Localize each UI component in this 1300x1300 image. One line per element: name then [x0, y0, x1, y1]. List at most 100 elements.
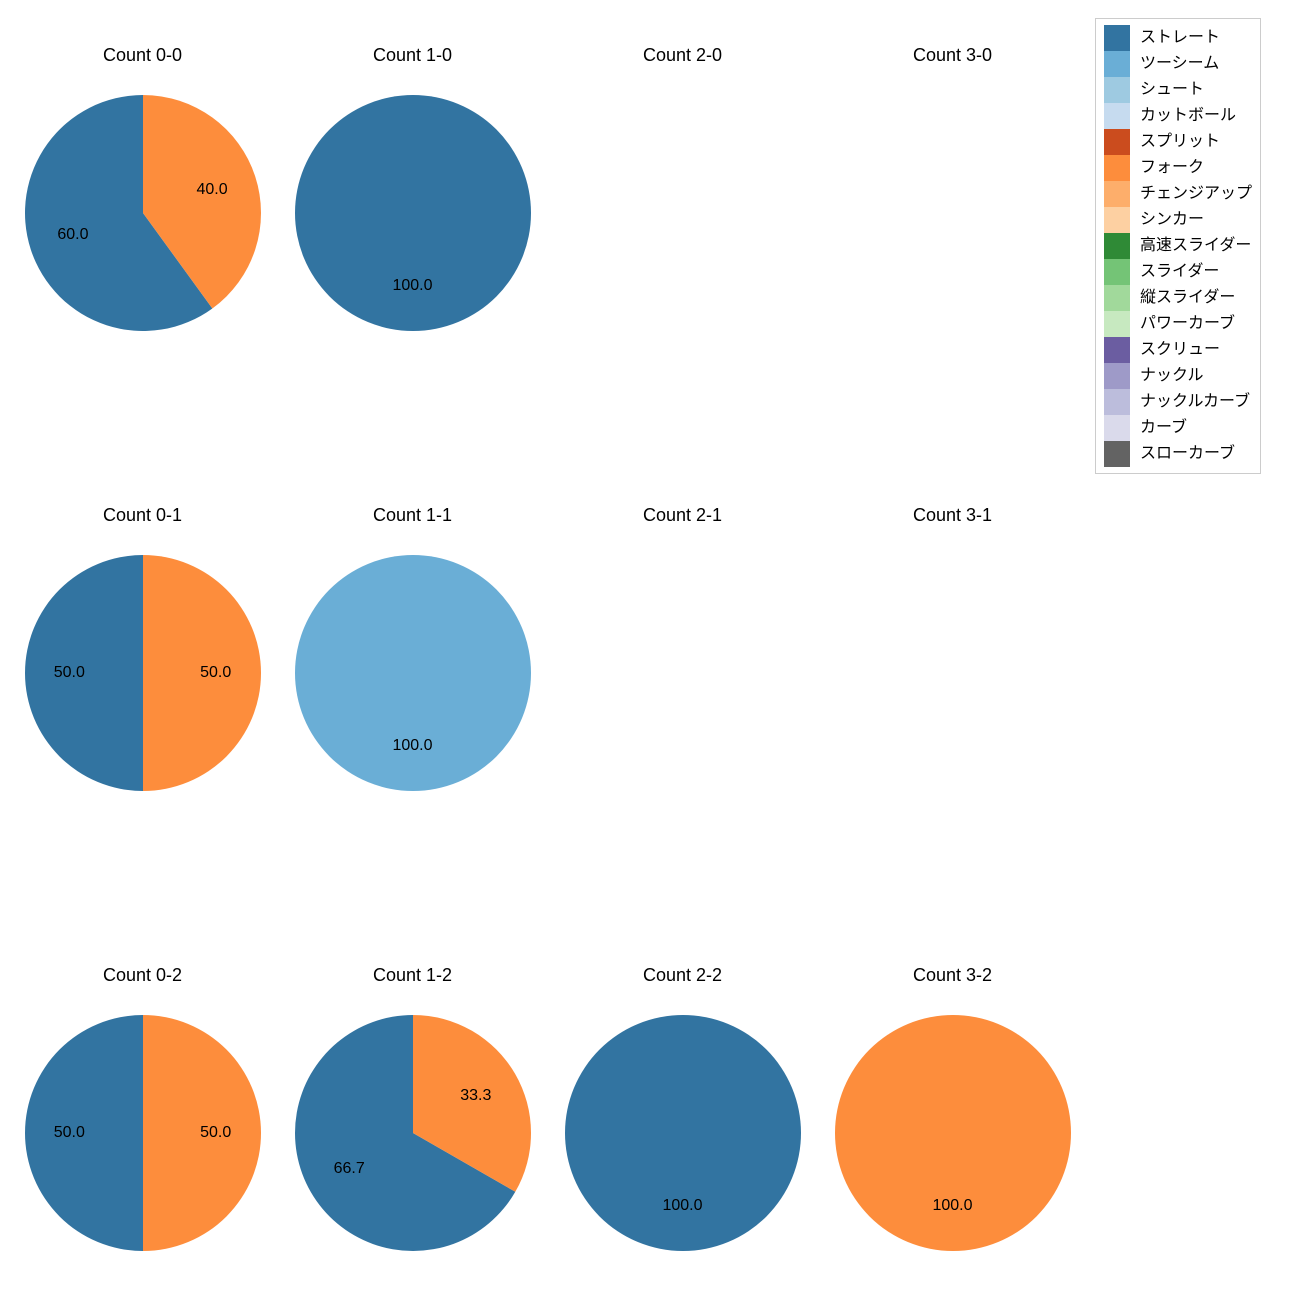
legend-item: 高速スライダー — [1104, 233, 1252, 259]
legend-swatch — [1104, 207, 1130, 233]
legend-swatch — [1104, 285, 1130, 311]
legend-swatch — [1104, 25, 1130, 51]
legend-item: シンカー — [1104, 207, 1252, 233]
pitch-type-legend: ストレートツーシームシュートカットボールスプリットフォークチェンジアップシンカー… — [1095, 18, 1261, 474]
legend-swatch — [1104, 441, 1130, 467]
legend-label: スクリュー — [1140, 338, 1220, 363]
legend-item: パワーカーブ — [1104, 311, 1252, 337]
pie-value-label: 50.0 — [54, 664, 85, 682]
legend-item: スプリット — [1104, 129, 1252, 155]
legend-item: フォーク — [1104, 155, 1252, 181]
pie-value-label: 50.0 — [200, 1124, 231, 1142]
legend-item: ストレート — [1104, 25, 1252, 51]
panel-count-1-1: Count 1-1100.0 — [280, 540, 545, 805]
pie-chart — [835, 555, 1071, 791]
legend-label: スプリット — [1140, 130, 1220, 155]
pie-wrap — [835, 95, 1071, 331]
legend-label: シュート — [1140, 78, 1204, 103]
legend-swatch — [1104, 337, 1130, 363]
legend-item: ナックル — [1104, 363, 1252, 389]
pie-chart — [565, 1015, 801, 1251]
panel-title: Count 1-1 — [280, 505, 545, 526]
panel-title: Count 3-0 — [820, 45, 1085, 66]
pie-value-label: 60.0 — [57, 226, 88, 244]
legend-label: ナックル — [1140, 364, 1204, 389]
panel-title: Count 1-0 — [280, 45, 545, 66]
pie-chart — [835, 95, 1071, 331]
legend-swatch — [1104, 77, 1130, 103]
pie-value-label: 50.0 — [200, 664, 231, 682]
pie-value-label: 40.0 — [197, 181, 228, 199]
legend-item: 縦スライダー — [1104, 285, 1252, 311]
legend-label: スライダー — [1140, 260, 1219, 285]
pie-wrap: 50.0 50.0 — [25, 1015, 261, 1251]
pie-slice — [295, 555, 531, 791]
panel-count-2-2: Count 2-2100.0 — [550, 1000, 815, 1265]
pie-slice — [565, 1015, 801, 1251]
pie-wrap: 100.0 — [565, 1015, 801, 1251]
legend-label: カーブ — [1140, 416, 1187, 441]
panel-count-3-1: Count 3-1 — [820, 540, 1085, 805]
pie-value-label: 100.0 — [392, 277, 432, 295]
legend-label: チェンジアップ — [1140, 182, 1252, 207]
pitch-count-pie-grid: Count 0-060.040.0Count 1-0100.0Count 2-0… — [0, 0, 1300, 1300]
pie-chart — [25, 95, 261, 331]
pie-slice — [295, 95, 531, 331]
legend-swatch — [1104, 155, 1130, 181]
pie-wrap — [565, 95, 801, 331]
pie-wrap: 60.0 40.0 — [25, 95, 261, 331]
legend-label: シンカー — [1140, 208, 1204, 233]
panel-title: Count 2-2 — [550, 965, 815, 986]
pie-chart — [295, 1015, 531, 1251]
legend-item: チェンジアップ — [1104, 181, 1252, 207]
pie-slice — [835, 1015, 1071, 1251]
pie-wrap: 50.0 50.0 — [25, 555, 261, 791]
pie-value-label: 66.7 — [334, 1160, 365, 1178]
legend-swatch — [1104, 389, 1130, 415]
pie-wrap: 66.733.3 — [295, 1015, 531, 1251]
pie-chart — [295, 555, 531, 791]
panel-count-0-0: Count 0-060.040.0 — [10, 80, 275, 345]
pie-chart — [835, 1015, 1071, 1251]
pie-value-label: 100.0 — [392, 737, 432, 755]
panel-title: Count 3-1 — [820, 505, 1085, 526]
legend-item: シュート — [1104, 77, 1252, 103]
pie-chart — [295, 95, 531, 331]
legend-swatch — [1104, 129, 1130, 155]
panel-title: Count 0-1 — [10, 505, 275, 526]
legend-item: ツーシーム — [1104, 51, 1252, 77]
panel-title: Count 0-2 — [10, 965, 275, 986]
legend-swatch — [1104, 363, 1130, 389]
legend-item: スクリュー — [1104, 337, 1252, 363]
pie-wrap: 100.0 — [295, 95, 531, 331]
panel-count-1-0: Count 1-0100.0 — [280, 80, 545, 345]
legend-label: 縦スライダー — [1140, 286, 1235, 311]
legend-label: スローカーブ — [1140, 442, 1235, 467]
panel-title: Count 0-0 — [10, 45, 275, 66]
pie-chart — [565, 555, 801, 791]
panel-count-0-1: Count 0-150.050.0 — [10, 540, 275, 805]
legend-swatch — [1104, 259, 1130, 285]
pie-value-label: 100.0 — [662, 1197, 702, 1215]
legend-label: フォーク — [1140, 156, 1204, 181]
legend-item: スローカーブ — [1104, 441, 1252, 467]
legend-item: カットボール — [1104, 103, 1252, 129]
panel-count-0-2: Count 0-250.050.0 — [10, 1000, 275, 1265]
legend-label: パワーカーブ — [1140, 312, 1235, 337]
panel-count-2-1: Count 2-1 — [550, 540, 815, 805]
panel-count-2-0: Count 2-0 — [550, 80, 815, 345]
panel-title: Count 2-0 — [550, 45, 815, 66]
legend-item: スライダー — [1104, 259, 1252, 285]
panel-title: Count 2-1 — [550, 505, 815, 526]
panel-count-3-2: Count 3-2100.0 — [820, 1000, 1085, 1265]
legend-swatch — [1104, 415, 1130, 441]
legend-label: カットボール — [1140, 104, 1236, 129]
legend-item: カーブ — [1104, 415, 1252, 441]
legend-swatch — [1104, 233, 1130, 259]
legend-swatch — [1104, 51, 1130, 77]
panel-title: Count 1-2 — [280, 965, 545, 986]
legend-swatch — [1104, 181, 1130, 207]
pie-wrap — [565, 555, 801, 791]
panel-title: Count 3-2 — [820, 965, 1085, 986]
pie-value-label: 50.0 — [54, 1124, 85, 1142]
